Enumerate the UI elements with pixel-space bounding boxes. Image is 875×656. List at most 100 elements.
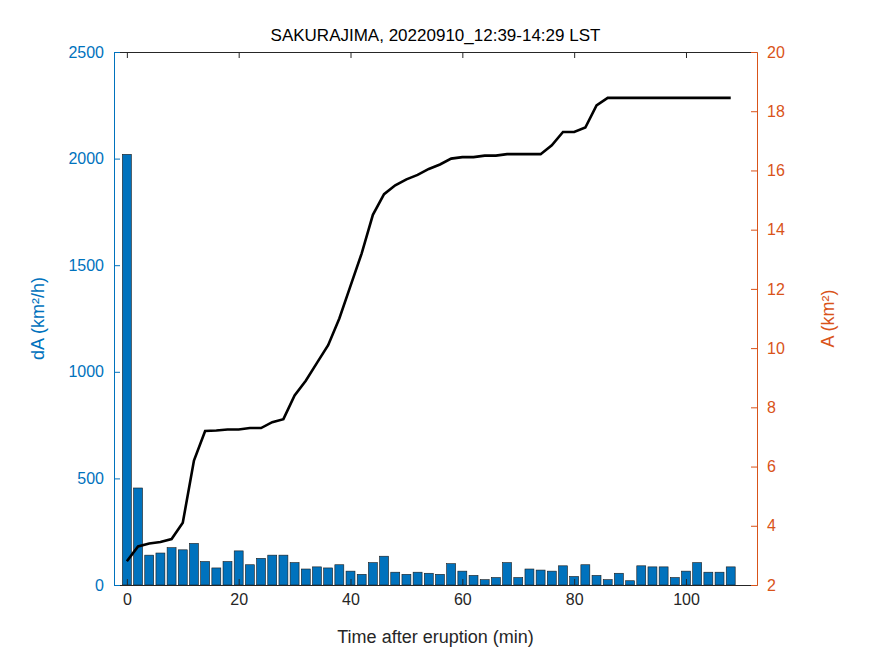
tick-mark — [751, 348, 757, 349]
tick-label: 2500 — [68, 44, 104, 61]
chart: 0204060801000500100015002000250024681012… — [0, 0, 875, 656]
tick-label: 8 — [767, 399, 776, 416]
tick: 40 — [342, 579, 360, 608]
bar — [145, 555, 154, 585]
tick-label: 16 — [767, 162, 785, 179]
bar — [626, 581, 635, 585]
bar — [178, 550, 187, 585]
tick: 18 — [751, 103, 785, 120]
bar — [357, 574, 366, 585]
tick-mark — [751, 526, 757, 527]
bar — [458, 571, 467, 585]
bar — [670, 578, 679, 585]
tick: 500 — [77, 470, 120, 487]
bar — [581, 565, 590, 585]
tick-label: 60 — [454, 591, 472, 608]
title: SAKURAJIMA, 20220910_12:39-14:29 LST — [271, 26, 601, 45]
tick: 2 — [751, 577, 776, 594]
bar — [413, 572, 422, 585]
y2-axis-title: A (km²) — [818, 290, 838, 348]
tick-label: 500 — [77, 470, 104, 487]
bar — [223, 562, 232, 585]
line — [127, 98, 731, 561]
tick-label: 18 — [767, 103, 785, 120]
axis-line — [115, 52, 758, 53]
tick: 80 — [566, 579, 584, 608]
tick-mark — [114, 265, 120, 266]
tick-label: 6 — [767, 458, 776, 475]
tick-mark — [574, 52, 575, 58]
tick-label: 14 — [767, 221, 785, 238]
bar — [257, 558, 266, 585]
tick-label: 0 — [123, 591, 132, 608]
tick-mark — [751, 170, 757, 171]
tick — [239, 52, 240, 58]
tick-label: 12 — [767, 281, 785, 298]
bar — [424, 573, 433, 585]
tick-label: 4 — [767, 517, 776, 534]
tick-mark — [686, 52, 687, 58]
tick-mark — [114, 585, 120, 586]
tick-mark — [462, 579, 463, 585]
tick: 12 — [751, 281, 785, 298]
tick-mark — [127, 579, 128, 585]
tick-mark — [239, 579, 240, 585]
bar — [279, 555, 288, 585]
tick-mark — [574, 579, 575, 585]
tick-mark — [751, 111, 757, 112]
tick: 20 — [751, 44, 785, 61]
bar — [335, 565, 344, 585]
bar — [637, 566, 646, 585]
tick: 20 — [230, 579, 248, 608]
bar — [234, 551, 243, 585]
tick-mark — [114, 478, 120, 479]
tick-label: 1500 — [68, 257, 104, 274]
tick: 4 — [751, 517, 776, 534]
bar — [480, 580, 489, 585]
bar — [547, 571, 556, 585]
bar — [301, 569, 310, 585]
axis-line — [115, 585, 758, 586]
tick-mark — [751, 289, 757, 290]
tick-mark — [127, 52, 128, 58]
tick: 6 — [751, 458, 776, 475]
tick-label: 100 — [673, 591, 700, 608]
y2-axis: 2 4 6 8 10 12 14 16 18 20 — [751, 44, 785, 594]
tick: 10 — [751, 340, 785, 357]
tick-mark — [751, 407, 757, 408]
tick: 8 — [751, 399, 776, 416]
tick — [462, 52, 463, 58]
bar — [682, 571, 691, 585]
tick: 1000 — [68, 363, 120, 380]
bar — [491, 578, 500, 585]
bar — [614, 573, 623, 585]
bar — [368, 563, 377, 585]
tick-label: 1000 — [68, 363, 104, 380]
tick-mark — [351, 52, 352, 58]
tick-label: 2000 — [68, 150, 104, 167]
tick: 2500 — [68, 44, 120, 61]
bar — [447, 564, 456, 585]
bar — [536, 570, 545, 585]
bar — [570, 576, 579, 585]
tick-label: 20 — [767, 44, 785, 61]
bar — [525, 569, 534, 585]
bar — [659, 567, 668, 585]
tick-mark — [462, 52, 463, 58]
axis-line — [757, 53, 758, 586]
bar — [648, 567, 657, 585]
bar — [122, 154, 131, 585]
tick-mark — [751, 467, 757, 468]
bar — [189, 543, 198, 585]
tick-label: 40 — [342, 591, 360, 608]
tick: 16 — [751, 162, 785, 179]
tick-label: 2 — [767, 577, 776, 594]
bar — [559, 566, 568, 585]
bar — [134, 488, 143, 585]
x-axis-top — [115, 52, 758, 58]
bar — [245, 565, 254, 585]
bar — [726, 567, 735, 585]
tick-mark — [751, 585, 757, 586]
tick-mark — [351, 579, 352, 585]
bar — [346, 571, 355, 585]
